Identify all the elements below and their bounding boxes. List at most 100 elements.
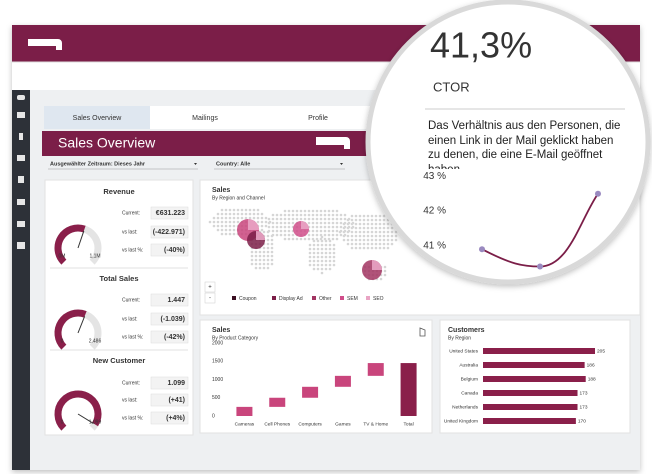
map-dot [256,216,260,220]
map-dot [332,255,336,259]
map-dot [331,221,335,225]
map-dot [378,226,382,230]
map-dot [270,258,274,262]
filter[interactable]: Country: Alle [216,161,250,167]
value-label: 188 [588,376,596,382]
value-label: 205 [597,348,605,354]
map-dot [379,277,383,281]
bar [483,390,578,396]
bar [483,348,595,354]
map-dot [362,230,366,234]
kpi-row-value: €631.223 [156,210,185,217]
map-dot [216,216,220,220]
map-dot [224,220,228,224]
map-dot [350,222,354,226]
map-dot [264,224,268,228]
map-dot [335,213,339,217]
kpi-row-label: Current: [122,380,140,386]
map-dot [324,259,328,263]
filter[interactable]: Ausgewählter Zeitraum: Dieses Jahr [50,161,146,167]
map-dot [328,239,332,243]
map-dot [220,220,224,224]
map-pie-slice [256,231,265,240]
map-dot [320,271,324,275]
x-tick-label: Cell Phones [264,421,290,427]
kpi-row-label: vs last: [122,229,138,235]
value-label: 170 [578,418,586,424]
map-dot [358,238,362,242]
map-dot [320,243,324,247]
zoom-button[interactable] [204,281,216,293]
kpi-title: Total Sales [99,274,138,283]
map-dot [366,234,370,238]
map-dot [287,233,291,237]
map-dot [327,229,331,233]
map-dot [224,224,228,228]
map-dot [232,224,236,228]
map-dot [236,208,240,212]
map-dot [386,222,390,226]
map-dot [382,226,386,230]
kpi-row-value: (+41) [168,397,185,404]
map-dot [328,255,332,259]
map-dot [335,221,339,225]
map-dot [382,238,386,242]
map-dot [327,221,331,225]
map-dot [311,217,315,221]
value-label: 173 [580,390,588,396]
map-dot [328,251,332,255]
zoom-button[interactable] [204,292,216,304]
map-dot [311,225,315,229]
map-dot [342,222,346,226]
map-dot [320,263,324,267]
map-dot [254,258,258,262]
map-dot [315,233,319,237]
map-dot [327,217,331,221]
map-dot [256,208,260,212]
kpi-value-box [150,293,189,307]
map-dot [312,255,316,259]
map-dot [266,250,270,254]
map-dot [283,209,287,213]
kpi-row-value: (-42%) [164,334,185,341]
map-dot [307,217,311,221]
active-tab[interactable] [44,106,150,129]
map-dot [291,237,295,241]
x-tick-label: TV & Home [363,421,388,427]
map-dot [331,229,335,233]
map-dot [312,239,316,243]
map-dot [315,229,319,233]
kpi-row-value: 1.447 [167,297,185,304]
map-dot [311,229,315,233]
map-dot [374,218,378,222]
dropdown-arrow[interactable] [340,163,343,165]
tab[interactable]: Mailings [192,115,218,122]
point [537,263,543,270]
map-dot [331,233,335,237]
bar [400,363,417,416]
map-dot [308,243,312,247]
map-dot [362,214,366,218]
map-dot [335,209,339,213]
map-dot [386,242,390,246]
value-label: 186 [587,362,595,368]
y-tick-label: 1500 [212,359,223,365]
dropdown-arrow[interactable] [194,163,197,165]
map-dot [232,220,236,224]
map-dot [331,237,335,241]
map-dot [232,212,236,216]
map-dot [312,259,316,263]
map-dot [354,234,358,238]
map-dot [362,218,366,222]
map-dot [338,230,342,234]
map-dot [328,243,332,247]
map-dot [216,212,220,216]
map-dot [332,247,336,251]
kpi-row-value: (-40%) [164,247,185,254]
tab[interactable]: Profile [308,115,328,122]
tab[interactable]: Sales Overview [73,115,123,122]
y-tick-label: 1000 [212,377,223,383]
magnifier-lens [365,0,651,285]
map-dot [324,267,328,271]
map-dot [374,222,378,226]
